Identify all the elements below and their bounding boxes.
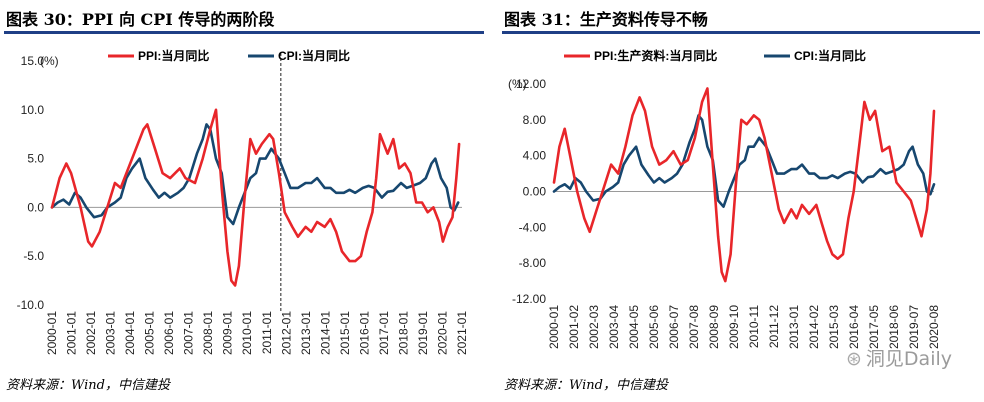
x-tick-label: 2009-10 <box>727 305 741 349</box>
x-tick-label: 2003-04 <box>607 305 621 349</box>
y-tick-label: 12.00 <box>516 77 546 91</box>
x-tick-label: 2011-01 <box>260 311 274 354</box>
y-tick-label: 8.00 <box>523 113 547 127</box>
x-tick-label: 2000-01 <box>547 305 561 349</box>
title-divider <box>502 31 980 34</box>
x-tick-label: 2006-07 <box>667 305 681 349</box>
x-tick-label: 2018-06 <box>887 305 901 349</box>
y-tick-label: -12.00 <box>512 292 546 306</box>
x-tick-label: 2015-03 <box>827 305 841 349</box>
y-tick-label: 0.00 <box>523 185 547 199</box>
x-tick-label: 2017-01 <box>377 311 391 355</box>
x-tick-label: 2000-01 <box>45 311 59 355</box>
legend-label: PPI:生产资料:当月同比 <box>594 48 717 63</box>
cpi-series-line <box>50 123 460 226</box>
x-tick-label: 2005-06 <box>647 305 661 349</box>
ppi-series-line <box>50 108 461 287</box>
x-tick-label: 2008-09 <box>707 305 721 349</box>
y-tick-label: -5.0 <box>23 249 44 263</box>
legend-label: PPI:当月同比 <box>138 48 209 63</box>
x-tick-label: 2007-01 <box>182 311 196 355</box>
x-tick-label: 2015-01 <box>338 311 352 355</box>
ppi-cpi-chart: 15.0 10.0 5.0 0.0 -5.0 -10.0 (%) 2000-01 2001-01… <box>17 48 469 355</box>
x-tick-label: 2002-01 <box>84 311 98 355</box>
x-tick-label: 2010-11 <box>747 305 761 348</box>
y-tick-label: 10.0 <box>21 103 45 117</box>
wechat-icon: ⊛ <box>846 348 862 370</box>
title-divider <box>4 31 484 34</box>
x-tick-label: 2004-05 <box>627 305 641 349</box>
x-tick-label: 2013-01 <box>787 305 801 349</box>
watermark-text: 洞见Daily <box>865 348 952 370</box>
x-tick-label: 2017-05 <box>867 305 881 349</box>
legend-label: CPI:当月同比 <box>794 48 866 63</box>
x-tick-label: 2021-01 <box>455 311 469 355</box>
x-tick-label: 2003-01 <box>104 311 118 355</box>
producer-goods-chart: 12.00 8.00 4.00 0.00 -4.00 -8.00 -12.00 (%) 2000… <box>508 48 941 349</box>
legend-label: CPI:当月同比 <box>278 48 350 63</box>
x-tick-label: 2007-08 <box>687 305 701 349</box>
x-tick-label: 2001-01 <box>65 311 79 355</box>
x-tick-label: 2009-01 <box>221 311 235 355</box>
x-tick-label: 2004-01 <box>123 311 137 355</box>
y-unit-label: (%) <box>40 54 59 68</box>
x-tick-label: 2002-03 <box>587 305 601 349</box>
figure-title: 图表 31：生产资料传导不畅 <box>504 10 708 29</box>
x-tick-label: 2020-08 <box>927 305 941 349</box>
x-tick-label: 2018-01 <box>396 311 410 355</box>
x-tick-label: 2016-04 <box>847 305 861 349</box>
x-tick-label: 2011-12 <box>767 305 781 348</box>
x-tick-label: 2006-01 <box>162 311 176 355</box>
x-tick-label: 2012-01 <box>279 311 293 355</box>
x-tick-label: 2005-01 <box>143 311 157 355</box>
x-tick-label: 2016-01 <box>357 311 371 355</box>
y-tick-label: 15.0 <box>21 54 45 68</box>
x-tick-label: 2020-01 <box>435 311 449 355</box>
watermark: ⊛ 洞见Daily <box>846 344 952 371</box>
y-tick-label: 0.0 <box>27 200 44 214</box>
x-tick-label: 2008-01 <box>201 311 215 355</box>
y-tick-label: -8.00 <box>519 256 547 270</box>
cpi-series-line <box>552 114 936 208</box>
x-tick-label: 2001-02 <box>567 305 581 349</box>
y-tick-label: -4.00 <box>519 220 547 234</box>
x-tick-label: 2010-01 <box>240 311 254 355</box>
x-tick-label: 2019-01 <box>416 311 430 355</box>
x-tick-label: 2019-07 <box>907 305 921 349</box>
source-note: 资料来源：Wind，中信建投 <box>6 378 170 393</box>
x-tick-label: 2014-02 <box>807 305 821 349</box>
x-tick-label: 2014-01 <box>318 311 332 355</box>
source-note: 资料来源：Wind，中信建投 <box>504 378 668 393</box>
ppi-series-line <box>552 87 936 283</box>
right-figure: 图表 31：生产资料传导不畅 12.00 8.00 4.00 0.00 -4.00 -8.… <box>498 0 984 402</box>
left-figure: 图表 30：PPI 向 CPI 传导的两阶段 15.0 10.0 5.0 0.0 -5.… <box>0 0 488 402</box>
figure-title: 图表 30：PPI 向 CPI 传导的两阶段 <box>6 10 275 29</box>
y-tick-label: 4.00 <box>523 149 547 163</box>
y-unit-label: (%) <box>508 77 527 91</box>
y-tick-label: 5.0 <box>27 152 44 166</box>
x-tick-label: 2013-01 <box>299 311 313 355</box>
y-tick-label: -10.0 <box>17 298 45 312</box>
